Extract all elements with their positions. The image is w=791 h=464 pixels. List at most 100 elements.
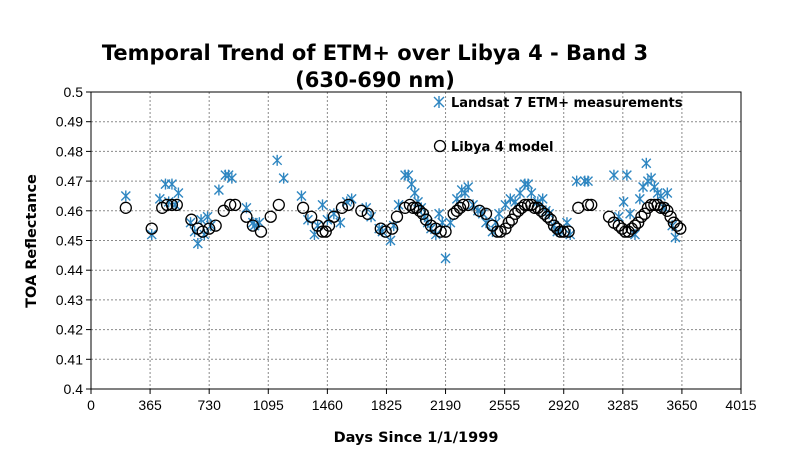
model-point	[240, 210, 253, 223]
x-tick-label: 1095	[253, 397, 284, 413]
model-point	[651, 198, 664, 212]
model-point	[203, 222, 216, 235]
model-point	[447, 207, 460, 220]
x-tick-label: 3650	[666, 397, 697, 413]
measurement-point	[670, 232, 681, 244]
measurement-point	[173, 187, 184, 199]
measurement-point	[403, 169, 414, 181]
x-tick-label: 0	[87, 397, 95, 413]
measurement-point	[366, 211, 377, 223]
model-point	[499, 222, 512, 235]
model-point	[342, 198, 355, 212]
measurement-point	[278, 172, 289, 184]
model-point	[635, 210, 648, 223]
x-tick-label: 1825	[371, 397, 402, 413]
measurement-point	[523, 178, 534, 190]
legend-asterisk-marker	[433, 96, 445, 108]
model-point	[628, 219, 642, 232]
model-point	[196, 225, 209, 238]
y-tick-label: 0.44	[56, 262, 83, 278]
model-point	[319, 225, 332, 238]
model-point	[385, 222, 399, 235]
model-point	[361, 207, 374, 220]
model-point	[403, 198, 417, 212]
model-point	[457, 198, 470, 212]
model-point	[619, 225, 632, 238]
model-point	[272, 198, 285, 212]
model-point	[434, 225, 447, 238]
measurement-point	[385, 235, 396, 246]
model-point	[544, 213, 557, 226]
measurement-point	[434, 208, 445, 220]
measurement-point	[634, 193, 645, 205]
y-axis-title: TOA Reflectance	[24, 174, 40, 308]
model-point	[407, 201, 420, 214]
x-axis-ticks: 0 365 730 1095 1460 1825 2190 2555 2920 3285 3650 4…	[87, 389, 757, 413]
model-point	[439, 225, 452, 238]
model-point	[453, 201, 467, 214]
model-point	[327, 210, 340, 223]
y-tick-label: 0.47	[56, 173, 83, 189]
measurement-point	[608, 169, 619, 181]
y-tick-label: 0.45	[56, 233, 83, 249]
measurement-point	[226, 172, 237, 184]
measurement-point	[440, 252, 451, 264]
model-point	[160, 198, 174, 212]
y-tick-label: 0.43	[56, 292, 83, 308]
model-point	[674, 222, 687, 235]
model-point	[473, 204, 486, 217]
measurement-point	[346, 193, 357, 205]
x-tick-label: 2555	[489, 397, 520, 413]
model-point	[165, 198, 179, 212]
model-point	[661, 204, 674, 217]
measurement-point	[302, 214, 313, 226]
measurement-point	[583, 175, 594, 187]
model-point	[416, 207, 430, 220]
model-point	[541, 210, 554, 223]
model-point	[145, 222, 158, 235]
y-tick-label: 0.4	[64, 381, 84, 397]
x-tick-label: 1460	[312, 397, 343, 413]
model-point	[638, 207, 651, 220]
model-point	[554, 225, 567, 238]
measurement-point	[662, 187, 673, 199]
model-point	[390, 210, 404, 223]
measurement-point	[120, 190, 131, 202]
model-point	[654, 201, 668, 214]
measurement-point	[272, 154, 283, 166]
model-point	[585, 198, 598, 212]
measurement-point	[463, 181, 474, 193]
model-point	[551, 222, 564, 235]
x-tick-label: 730	[198, 397, 222, 413]
measurement-point	[493, 208, 504, 220]
y-tick-label: 0.42	[56, 322, 83, 338]
model-point	[264, 210, 277, 223]
measurement-point	[406, 178, 417, 190]
model-point	[379, 225, 392, 238]
measurement-point	[537, 193, 548, 205]
model-point	[209, 219, 222, 232]
model-point	[185, 213, 198, 226]
measurement-point	[500, 199, 511, 211]
model-point	[413, 204, 426, 217]
model-point	[355, 204, 368, 217]
series-libya-model	[119, 198, 687, 238]
measurement-point	[213, 184, 224, 196]
measurement-point	[571, 175, 582, 187]
y-tick-label: 0.46	[56, 203, 83, 219]
model-point	[615, 222, 629, 235]
measurement-point	[317, 199, 328, 211]
measurement-point	[638, 181, 649, 193]
x-tick-label: 4015	[725, 397, 756, 413]
legend-label-model: Libya 4 model	[451, 140, 553, 155]
model-point	[305, 210, 318, 223]
model-point	[462, 198, 475, 212]
legend-label-measurements: Landsat 7 ETM+ measurements	[451, 96, 683, 111]
x-tick-label: 3285	[607, 397, 638, 413]
measurement-point	[393, 199, 404, 211]
y-tick-label: 0.41	[56, 351, 83, 367]
model-point	[254, 225, 268, 238]
y-tick-label: 0.48	[56, 143, 83, 159]
model-point	[657, 201, 671, 214]
